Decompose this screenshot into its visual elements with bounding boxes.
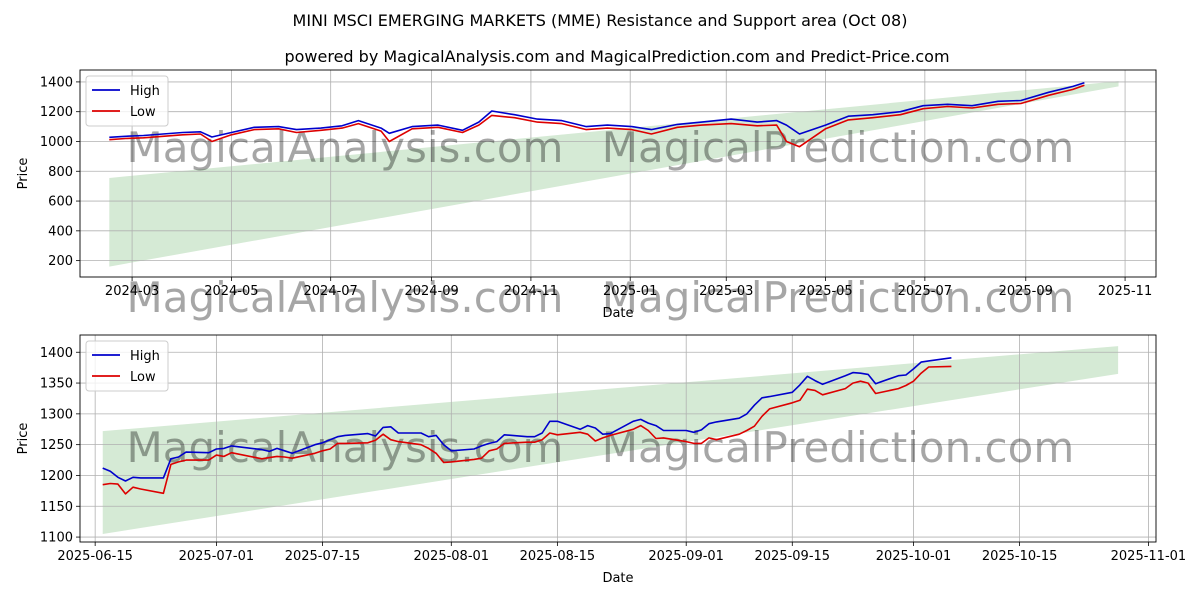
y-tick-label: 1400 (40, 75, 73, 90)
x-tick-label: 2025-06-15 (57, 549, 133, 564)
x-tick-label: 2024-09 (404, 284, 458, 299)
y-tick-label: 1200 (40, 105, 73, 120)
watermark-text: MagicalAnalysis.com (127, 123, 564, 172)
chart-title: MINI MSCI EMERGING MARKETS (MME) Resista… (293, 11, 908, 30)
y-tick-label: 1250 (40, 438, 73, 453)
x-axis-label: Date (602, 571, 633, 586)
y-tick-label: 400 (48, 224, 73, 239)
legend-label-high: High (130, 84, 160, 99)
y-tick-label: 1000 (40, 135, 73, 150)
resistance-support-recent-chart: MagicalAnalysis.com MagicalPrediction.com… (16, 334, 1187, 586)
resistance-support-full-range-chart: MagicalAnalysis.com MagicalPrediction.com… (16, 69, 1157, 322)
y-axis-label: Price (16, 158, 31, 190)
x-tick-label: 2025-09-01 (648, 549, 724, 564)
y-tick-label: 800 (48, 165, 73, 180)
y-axis-label: Price (16, 423, 31, 455)
x-tick-label: 2024-03 (105, 284, 159, 299)
y-tick-label: 1350 (40, 377, 73, 392)
y-tick-label: 1400 (40, 346, 73, 361)
legend-box (85, 340, 169, 392)
x-tick-label: 2025-11-01 (1111, 549, 1187, 564)
chart-subtitle: powered by MagicalAnalysis.com and Magic… (284, 47, 949, 66)
watermark-text: MagicalAnalysis.com (127, 423, 564, 472)
y-tick-label: 1150 (40, 500, 73, 515)
watermark-text: MagicalAnalysis.com (127, 273, 564, 322)
x-tick-label: 2025-11 (1098, 284, 1152, 299)
series-line-high (102, 357, 952, 482)
watermark-text: MagicalPrediction.com (602, 273, 1075, 322)
series-line-low (102, 365, 952, 495)
x-axis-label: Date (602, 306, 633, 321)
y-tick-label: 1100 (40, 531, 73, 546)
x-tick-label: 2025-10-01 (876, 549, 952, 564)
legend-label-high: High (130, 349, 160, 364)
y-tick-label: 200 (48, 254, 73, 269)
plot-frame (79, 334, 1157, 543)
legend-box (85, 75, 169, 127)
support-resistance-band (109, 81, 1119, 267)
x-tick-label: 2025-05 (798, 284, 852, 299)
x-tick-label: 2024-07 (304, 284, 358, 299)
x-tick-label: 2025-08-01 (414, 549, 490, 564)
x-tick-label: 2025-09-15 (755, 549, 831, 564)
x-tick-label: 2025-07 (898, 284, 952, 299)
x-tick-label: 2025-10-15 (982, 549, 1058, 564)
x-tick-label: 2025-09 (999, 284, 1053, 299)
series-line-high (109, 81, 1085, 139)
plot-frame (79, 69, 1157, 278)
x-tick-label: 2025-08-15 (520, 549, 596, 564)
x-tick-label: 2025-01 (603, 284, 657, 299)
x-tick-label: 2024-11 (504, 284, 558, 299)
series-line-low (109, 84, 1085, 148)
support-resistance-band (102, 346, 1119, 534)
y-tick-label: 600 (48, 195, 73, 210)
watermark-text: MagicalPrediction.com (602, 123, 1075, 172)
x-tick-label: 2025-07-01 (179, 549, 255, 564)
legend-label-low: Low (130, 105, 156, 120)
x-tick-label: 2025-03 (699, 284, 753, 299)
y-tick-label: 1300 (40, 407, 73, 422)
y-tick-label: 1200 (40, 469, 73, 484)
x-tick-label: 2024-05 (204, 284, 258, 299)
legend-label-low: Low (130, 370, 156, 385)
x-tick-label: 2025-07-15 (285, 549, 361, 564)
